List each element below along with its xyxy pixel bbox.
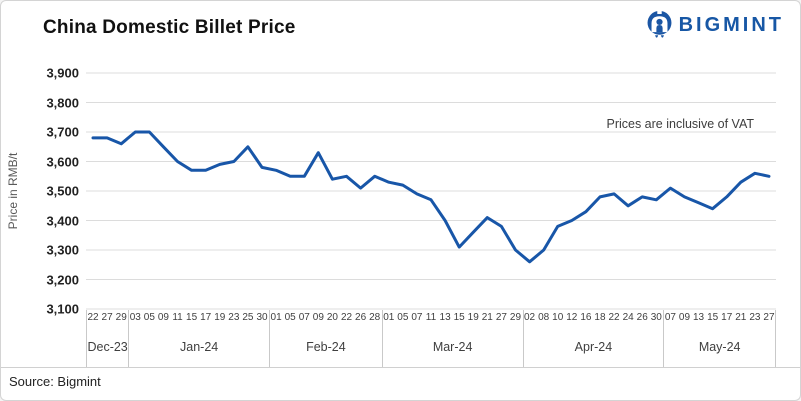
x-axis-day-label: 03 [129,312,141,323]
x-axis-day-label: 15 [186,312,198,323]
x-axis-day-label: 18 [594,312,606,323]
x-axis-month-group: Jan-24 [128,310,269,367]
x-axis-month-label: Mar-24 [432,339,473,354]
y-axis-tick-label: 3,400 [46,213,79,228]
x-axis-day-label: 11 [172,312,183,323]
x-axis-day-label: 17 [721,312,733,323]
x-axis-month-label: Feb-24 [306,339,346,354]
x-axis-day-label: 16 [580,312,592,323]
x-axis-day-label: 11 [425,312,437,323]
x-axis-day-label: 23 [749,312,761,323]
x-axis-day-label: 09 [312,312,324,323]
x-axis-day-label: 19 [214,312,226,323]
x-axis-day-label: 08 [538,312,550,323]
x-axis-day-label: 23 [228,312,240,323]
x-axis-day-label: 22 [340,312,353,323]
x-axis-day-label: 05 [397,312,409,323]
x-axis-month-group: Feb-24 [269,310,382,367]
x-axis-day-label: 29 [509,312,522,323]
x-axis-day-label: 09 [157,312,169,323]
x-axis-month-group: Mar-24 [381,310,523,367]
y-axis-tick-label: 3,800 [46,95,79,110]
y-axis-tick-label: 3,600 [46,154,79,169]
x-axis-day-label: 13 [692,312,705,323]
x-axis-day-label: 19 [467,312,479,323]
x-axis-day-label: 20 [326,312,338,323]
x-axis-day-label: 25 [242,312,254,323]
x-axis-day-label: 01 [383,312,395,323]
x-axis-day-label: 13 [439,312,451,323]
y-axis-tick-label: 3,100 [46,301,79,317]
axis-bottom-rule [1,367,800,368]
x-axis-day-label: 02 [524,312,536,323]
x-axis-day-label: 27 [101,312,113,323]
x-axis-month-label: May-24 [698,339,741,354]
x-axis-day-label: 21 [481,312,493,323]
billet-price-line-chart [86,72,776,310]
x-axis-day-label: 30 [256,312,268,323]
x-axis-day-label: 07 [411,312,423,323]
x-axis-month-group: Dec-23 [86,310,128,367]
x-axis-day-label: 15 [707,312,719,323]
x-axis-day-label: 30 [650,312,662,323]
x-axis-day-label: 05 [143,312,155,323]
x-axis-day-label: 22 [608,312,620,323]
x-axis-day-label: 05 [284,312,296,323]
x-axis-month-group: Apr-24 [522,310,664,367]
x-axis-day-label: 28 [369,312,381,323]
x-axis-day-label: 27 [495,312,507,323]
x-axis-day-label: 01 [270,312,282,323]
bigmint-logo-text: BIGMINT [678,14,784,36]
y-axis-title: Price in RMB/t [6,152,20,230]
x-axis-day-label: 09 [678,312,691,323]
y-axis-tick-label: 3,300 [46,242,79,258]
bigmint-logo: BIGMINT [646,10,784,41]
bigmint-logo-icon [647,10,672,38]
x-axis-day-label: 26 [636,312,648,323]
x-axis-day-label: 21 [735,312,747,323]
y-axis-tick-label: 3,200 [46,272,79,287]
x-axis-day-label: 07 [298,312,310,323]
x-axis-month-label: Apr-24 [574,339,613,354]
y-axis-tick-label: 3,900 [46,65,79,81]
chart-title: China Domestic Billet Price [43,17,296,38]
source-note: Source: Bigmint [9,374,101,389]
x-axis-month-label: Jan-24 [180,339,219,354]
x-axis-day-label: 22 [87,312,99,323]
x-axis-day-label: 07 [664,312,676,323]
x-axis-day-label: 17 [200,312,212,323]
x-axis-day-label: 29 [115,312,127,323]
x-axis-month-group: May-24 [663,310,776,367]
x-axis-day-label: 12 [566,312,578,323]
x-axis-day-label: 24 [622,312,634,323]
y-axis-tick-label: 3,500 [46,183,79,199]
x-axis-day-label: 15 [453,312,465,323]
x-axis-month-label: Dec-23 [87,339,128,354]
x-axis-day-label: 27 [763,312,775,323]
x-axis-day-label: 26 [355,312,367,323]
y-axis-tick-label: 3,700 [46,124,79,140]
vat-annotation: Prices are inclusive of VAT [606,117,754,131]
x-axis-day-label: 10 [552,312,564,323]
price-line-series [91,130,771,264]
